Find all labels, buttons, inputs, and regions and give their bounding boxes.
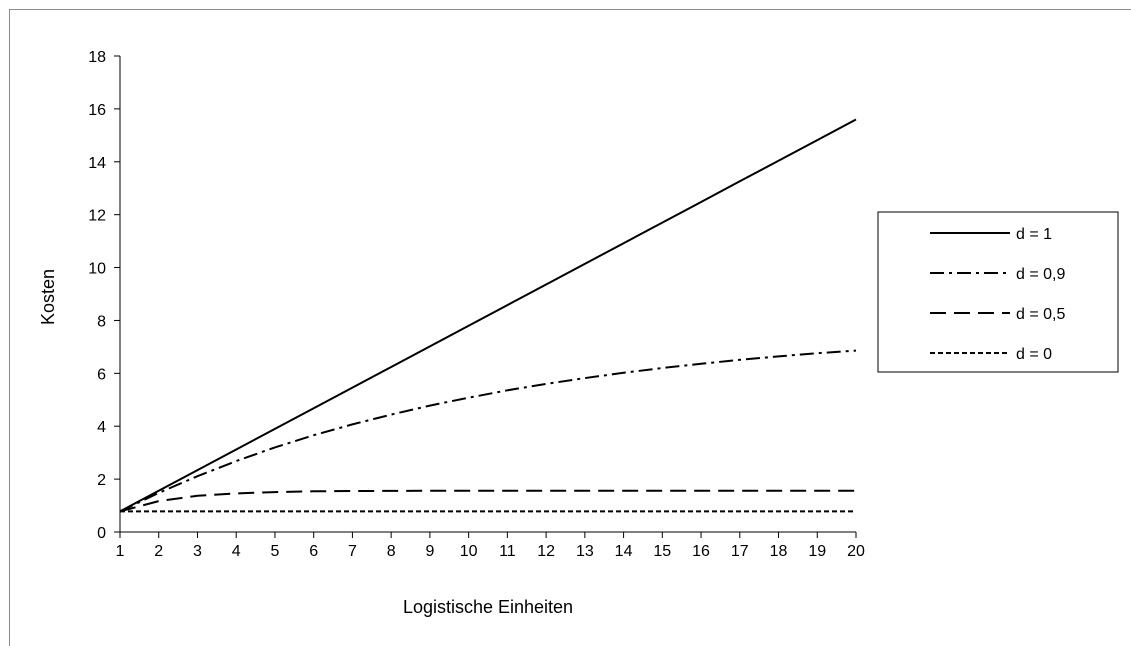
x-tick-label: 2 [154, 543, 163, 560]
y-tick-label: 10 [88, 261, 106, 278]
y-tick-label: 14 [88, 155, 106, 172]
x-tick-label: 3 [193, 543, 202, 560]
legend-label-1: d = 1 [1016, 226, 1052, 243]
x-tick-label: 20 [847, 543, 865, 560]
x-tick-label: 10 [460, 543, 478, 560]
x-tick-label: 19 [808, 543, 826, 560]
x-tick-label: 5 [270, 543, 279, 560]
x-axis-title: Logistische Einheiten [403, 597, 573, 617]
legend-label-3: d = 0,5 [1016, 306, 1065, 323]
x-tick-label: 1 [116, 543, 125, 560]
x-tick-label: 6 [309, 543, 318, 560]
series-line-1 [119, 118, 857, 513]
x-tick-label: 4 [232, 543, 241, 560]
x-tick-label: 12 [537, 543, 555, 560]
x-tick-label: 9 [425, 543, 434, 560]
y-tick-label: 18 [88, 49, 106, 66]
plot-area [119, 118, 857, 513]
x-tick-label: 15 [653, 543, 671, 560]
x-tick-label: 8 [387, 543, 396, 560]
y-tick-label: 6 [97, 366, 106, 383]
x-tick-label: 16 [692, 543, 710, 560]
x-tick-label: 18 [770, 543, 788, 560]
y-tick-label: 2 [97, 472, 106, 489]
legend-label-2: d = 0,9 [1016, 266, 1065, 283]
y-tick-label: 8 [97, 313, 106, 330]
y-axis-title: Kosten [38, 269, 58, 325]
y-tick-label: 4 [97, 419, 106, 436]
x-tick-label: 11 [499, 543, 516, 560]
y-tick-label: 16 [88, 102, 106, 119]
x-tick-label: 14 [615, 543, 633, 560]
x-tick-label: 13 [576, 543, 594, 560]
chart-frame [9, 9, 1131, 646]
series-line-2 [119, 349, 857, 513]
legend-box [877, 211, 1119, 373]
x-tick-label: 17 [731, 543, 749, 560]
legend-label-4: d = 0 [1016, 346, 1052, 363]
x-tick-label: 7 [348, 543, 357, 560]
y-tick-label: 0 [97, 525, 106, 542]
series-line-3 [119, 489, 856, 513]
y-tick-label: 12 [88, 208, 106, 225]
legend: d = 1 d = 0,9 d = 0,5 d = 0 [877, 211, 1119, 373]
